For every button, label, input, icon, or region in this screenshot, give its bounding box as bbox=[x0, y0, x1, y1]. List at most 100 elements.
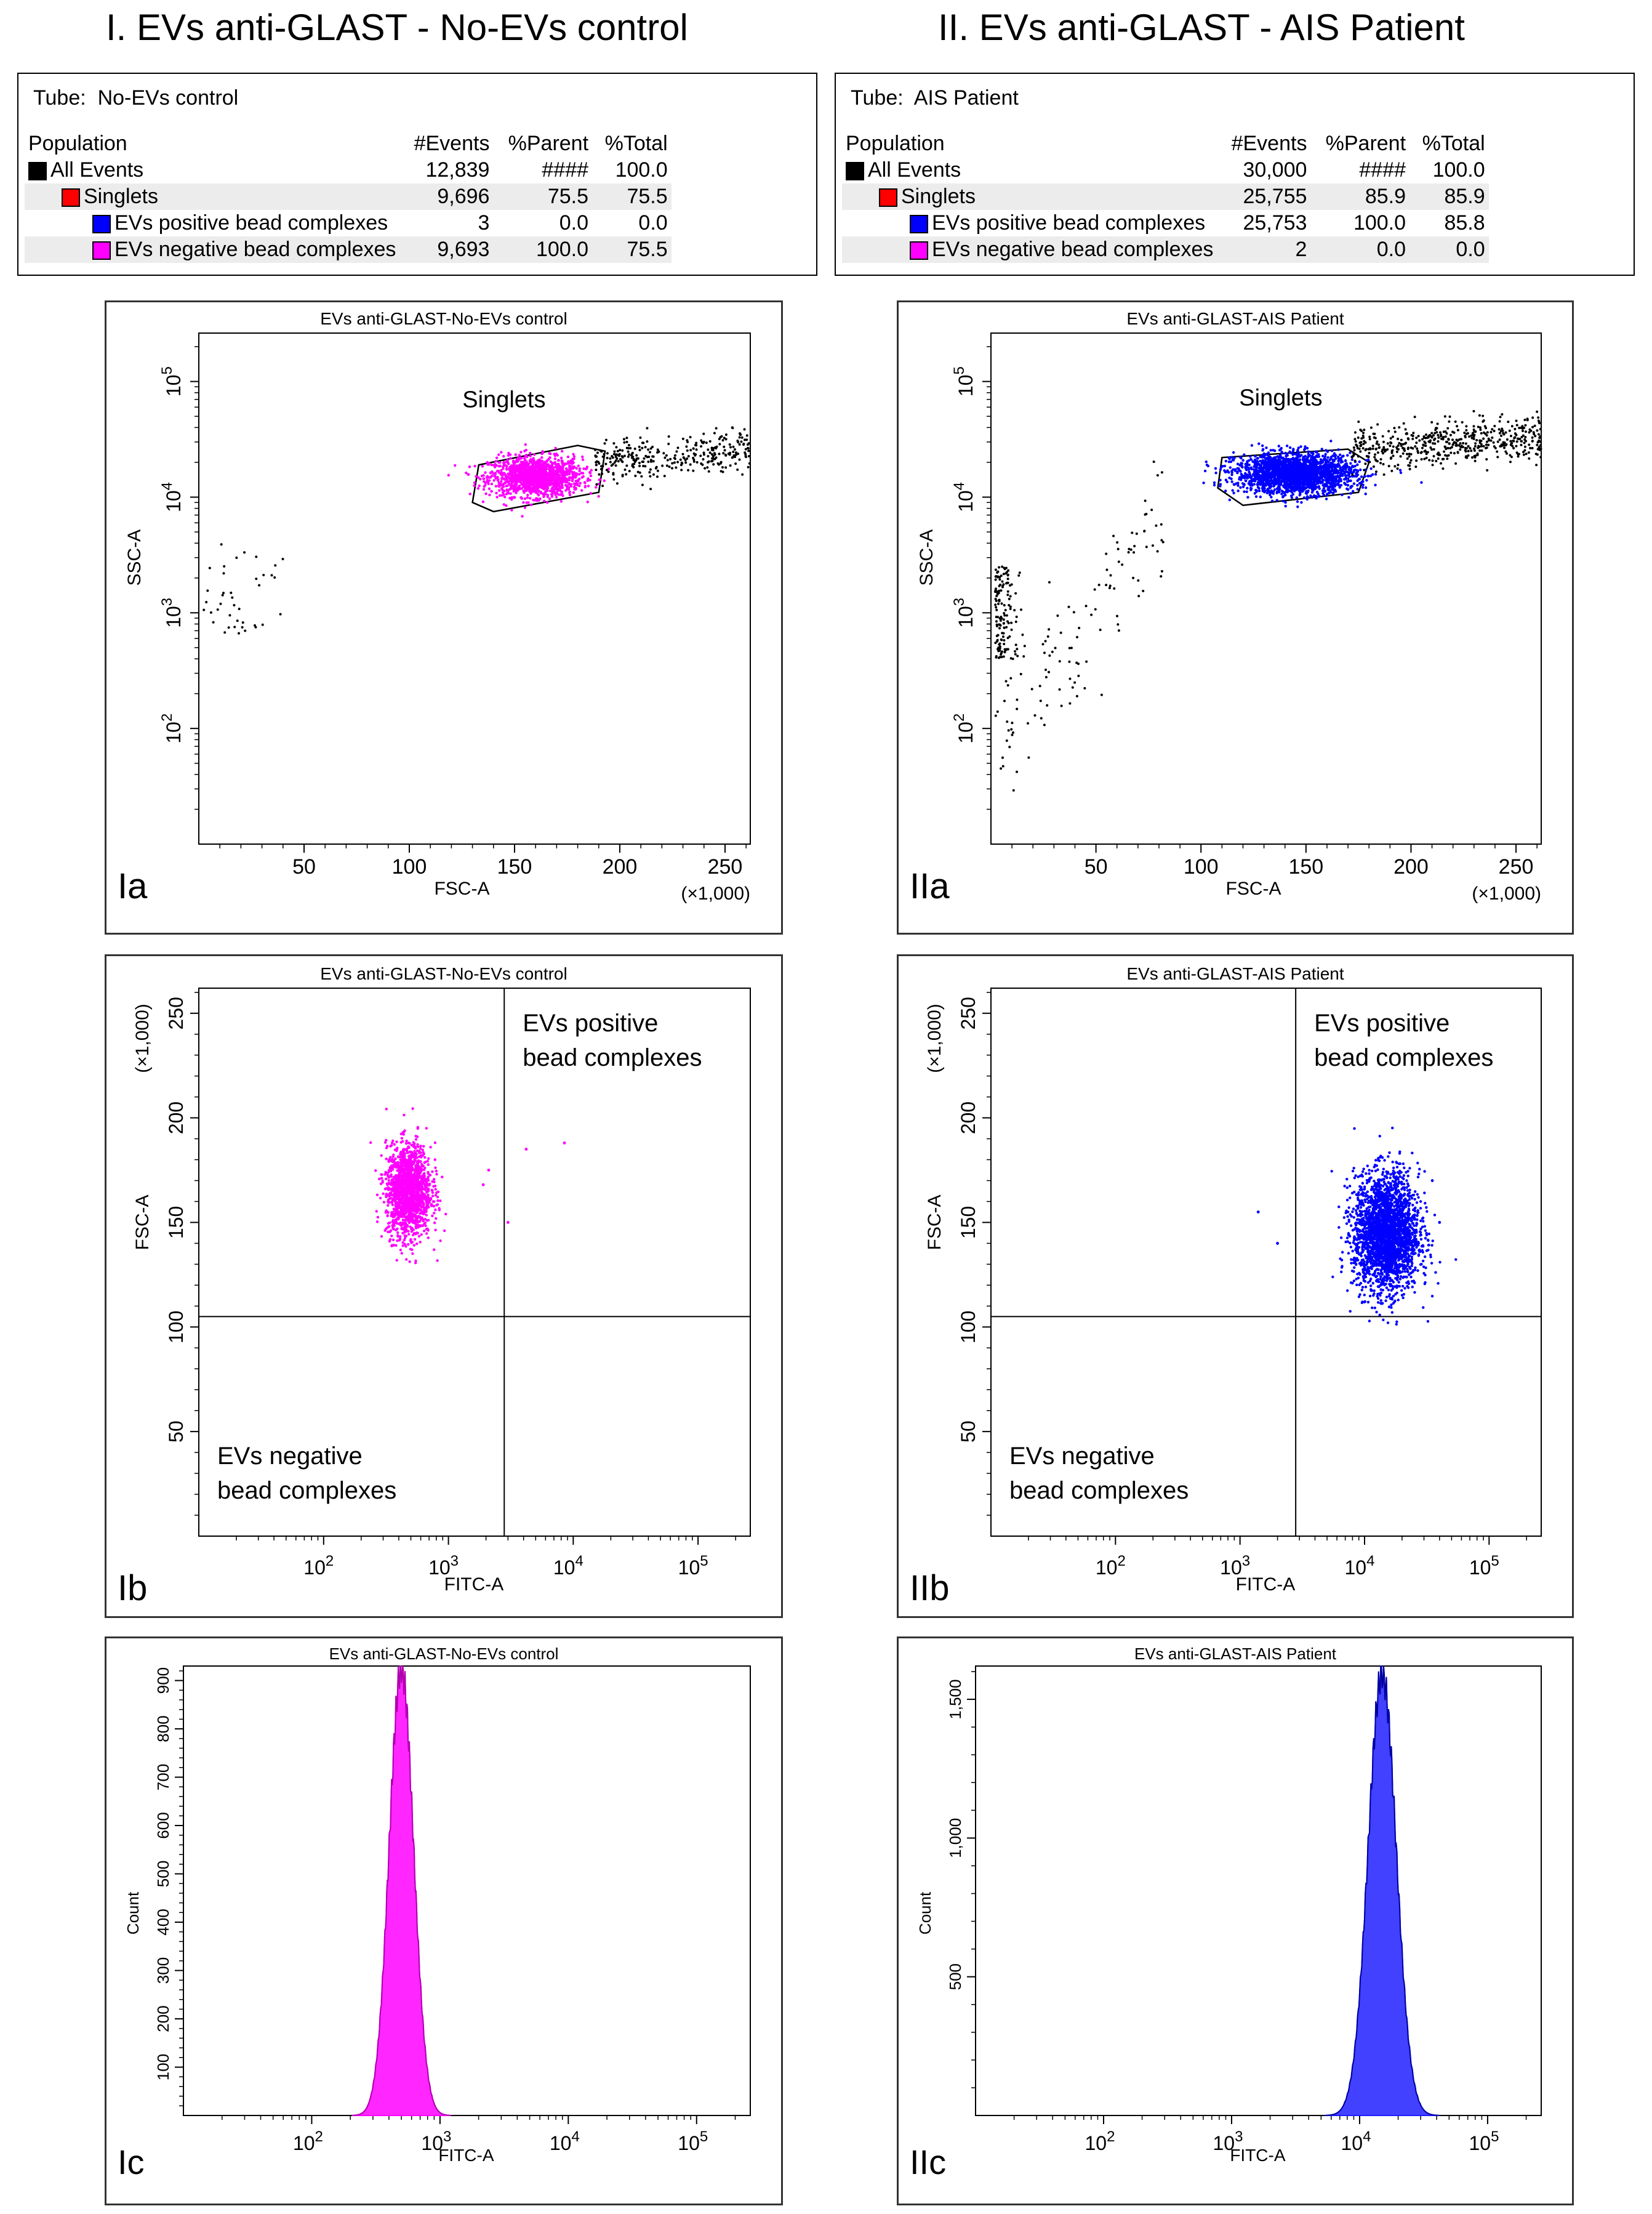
data-point bbox=[1160, 523, 1163, 526]
data-point bbox=[721, 466, 724, 469]
data-point bbox=[1237, 481, 1240, 485]
data-points bbox=[202, 426, 751, 635]
data-point bbox=[473, 484, 476, 487]
data-point bbox=[1441, 467, 1445, 470]
data-point bbox=[1442, 457, 1445, 461]
data-point bbox=[1228, 498, 1231, 502]
data-point bbox=[560, 469, 563, 473]
data-point bbox=[578, 467, 582, 470]
table-row[interactable]: Singlets 9,696 75.5 75.5 bbox=[25, 183, 672, 210]
data-point bbox=[572, 457, 575, 461]
data-point bbox=[525, 465, 528, 468]
data-point bbox=[575, 480, 579, 483]
data-point bbox=[1278, 448, 1281, 452]
scatter-plot-fitc-fsc: EVs anti-GLAST-No-EVs control50100150200… bbox=[118, 964, 751, 1608]
data-point bbox=[1399, 455, 1402, 458]
data-point bbox=[1273, 457, 1277, 460]
data-point bbox=[1010, 628, 1013, 631]
data-point bbox=[236, 619, 239, 622]
data-point bbox=[1275, 499, 1278, 502]
data-point bbox=[580, 489, 583, 492]
data-point bbox=[996, 570, 1000, 573]
data-point bbox=[1478, 426, 1482, 429]
data-point bbox=[550, 493, 554, 496]
data-point bbox=[588, 472, 592, 475]
data-point bbox=[1329, 485, 1333, 488]
data-point bbox=[281, 558, 284, 561]
data-point bbox=[513, 489, 517, 492]
data-point bbox=[555, 473, 558, 477]
data-point bbox=[500, 471, 503, 475]
data-point bbox=[1326, 450, 1329, 453]
data-point bbox=[1288, 472, 1292, 476]
data-point bbox=[487, 463, 491, 466]
data-point bbox=[620, 459, 623, 462]
data-point bbox=[1369, 467, 1373, 470]
data-point bbox=[205, 601, 208, 604]
data-point bbox=[664, 456, 667, 459]
data-point bbox=[603, 453, 606, 456]
data-point bbox=[574, 476, 577, 479]
table-row[interactable]: Singlets 25,755 85.9 85.9 bbox=[842, 183, 1489, 210]
data-point bbox=[676, 446, 680, 449]
x-axis-label: FSC-A bbox=[1226, 879, 1281, 899]
data-point bbox=[1275, 472, 1279, 476]
data-point bbox=[553, 475, 556, 478]
data-point bbox=[1001, 765, 1004, 768]
data-point bbox=[1300, 501, 1303, 504]
y-tick-label: 150 bbox=[165, 1206, 187, 1239]
data-point bbox=[1264, 457, 1267, 461]
data-point bbox=[578, 469, 581, 473]
table-row[interactable]: EVs negative bead complexes 9,693 100.0 … bbox=[25, 236, 672, 263]
data-point bbox=[1127, 550, 1130, 554]
data-point bbox=[1422, 437, 1425, 440]
table-row[interactable]: All Events 30,000 #### 100.0 bbox=[842, 157, 1489, 183]
data-point bbox=[1105, 552, 1108, 555]
data-point bbox=[531, 464, 534, 468]
data-point bbox=[486, 461, 489, 464]
data-point bbox=[1275, 467, 1278, 470]
data-point bbox=[511, 485, 515, 488]
data-point bbox=[1467, 445, 1470, 448]
data-point bbox=[1357, 436, 1360, 439]
data-point bbox=[1267, 488, 1270, 491]
data-point bbox=[1129, 548, 1133, 551]
data-point bbox=[1006, 648, 1009, 651]
data-point bbox=[1303, 487, 1307, 490]
x-tick-label: 200 bbox=[1393, 855, 1429, 879]
data-point bbox=[1269, 449, 1272, 452]
data-point bbox=[643, 457, 646, 460]
data-point bbox=[481, 500, 485, 504]
data-point bbox=[1509, 461, 1512, 464]
data-point bbox=[585, 467, 588, 470]
table-row[interactable]: All Events 12,839 #### 100.0 bbox=[25, 157, 672, 183]
data-point bbox=[1275, 490, 1279, 493]
table-row[interactable]: EVs positive bead complexes 25,753 100.0… bbox=[842, 210, 1489, 236]
data-point bbox=[1470, 449, 1473, 453]
data-point bbox=[1368, 438, 1371, 441]
data-point bbox=[1508, 429, 1511, 432]
data-point bbox=[747, 465, 750, 469]
data-point bbox=[1470, 456, 1474, 459]
data-point bbox=[1417, 435, 1420, 438]
data-point bbox=[1285, 467, 1288, 470]
data-point bbox=[527, 479, 530, 482]
header-events: #Events bbox=[1231, 132, 1307, 155]
table-row[interactable]: EVs positive bead complexes 3 0.0 0.0 bbox=[25, 210, 672, 236]
data-point bbox=[1362, 432, 1365, 435]
data-point bbox=[517, 469, 520, 472]
data-point bbox=[1253, 492, 1256, 495]
data-point bbox=[1020, 608, 1023, 611]
data-point bbox=[562, 478, 566, 481]
data-point bbox=[235, 556, 238, 559]
table-row[interactable]: EVs negative bead complexes 2 0.0 0.0 bbox=[842, 236, 1489, 263]
data-point bbox=[510, 472, 514, 475]
data-point bbox=[527, 462, 531, 465]
data-point bbox=[1297, 485, 1301, 488]
panel-Ib: EVs anti-GLAST-No-EVs control 50 100 150 200… bbox=[105, 954, 783, 1618]
data-point bbox=[1305, 497, 1309, 501]
data-point bbox=[701, 463, 704, 466]
data-point bbox=[524, 453, 528, 457]
data-point bbox=[724, 433, 728, 436]
data-point bbox=[728, 443, 731, 446]
